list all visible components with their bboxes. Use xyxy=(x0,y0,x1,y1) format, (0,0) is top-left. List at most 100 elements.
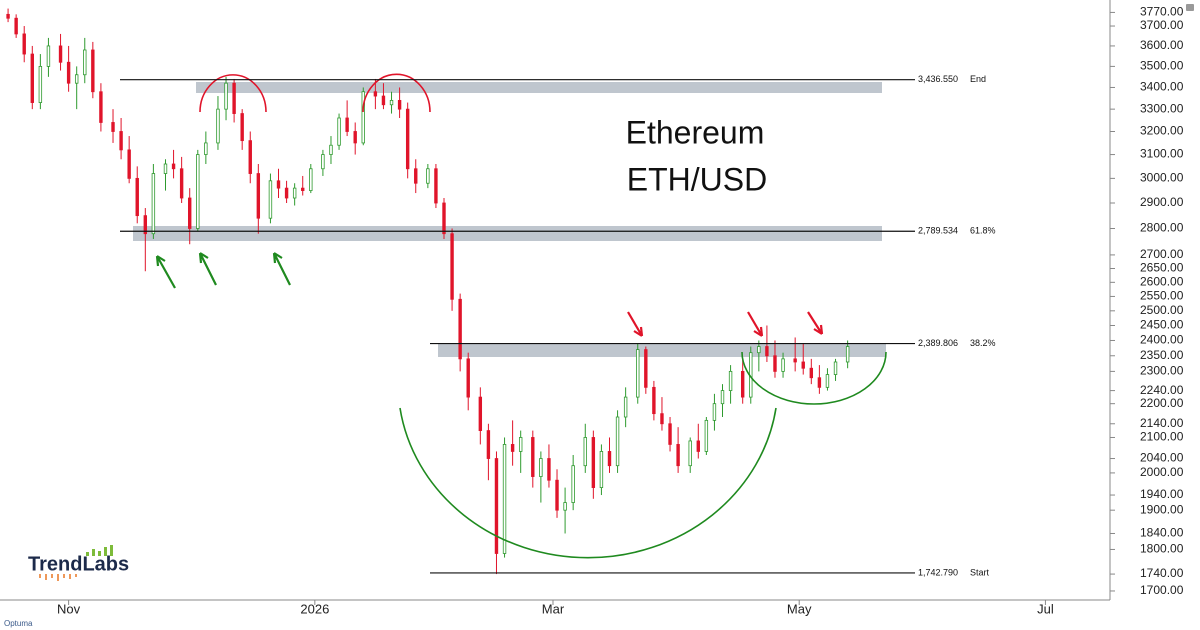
resistance-zone xyxy=(196,82,882,93)
lock-icon xyxy=(1186,4,1194,11)
y-tick-label: 3000.00 xyxy=(1140,171,1184,185)
candle-body xyxy=(373,91,378,97)
y-tick-label: 1700.00 xyxy=(1140,583,1184,597)
candle-body xyxy=(216,108,220,144)
x-tick-label: 2026 xyxy=(300,601,329,616)
candle-body xyxy=(127,149,131,179)
candle-body xyxy=(171,163,176,170)
candle-body xyxy=(389,99,394,106)
candle-body xyxy=(276,180,281,189)
candle-body xyxy=(397,99,402,110)
y-tick-label: 3100.00 xyxy=(1140,147,1184,161)
candle-body xyxy=(809,367,814,379)
candle-body xyxy=(652,386,656,415)
candle-body xyxy=(644,349,648,388)
candle-body xyxy=(151,173,156,235)
candle-body xyxy=(720,390,725,405)
y-tick-label: 1900.00 xyxy=(1140,502,1184,516)
y-tick-label: 3770.00 xyxy=(1140,5,1184,19)
candle-body xyxy=(179,168,184,199)
candle-body xyxy=(329,144,333,155)
candle-body xyxy=(135,177,139,217)
y-tick-label: 2000.00 xyxy=(1140,465,1184,479)
candle-body xyxy=(781,358,785,372)
candle-body xyxy=(74,74,79,84)
candle-body xyxy=(14,17,18,35)
candle-body xyxy=(539,458,543,477)
logo-bar xyxy=(92,549,95,556)
candle-body xyxy=(740,370,745,398)
candle-body xyxy=(361,91,365,144)
candle-body xyxy=(292,187,297,199)
candle-body xyxy=(591,437,596,488)
chart-subtitle: ETH/USD xyxy=(627,161,767,197)
logo-bar xyxy=(110,545,113,556)
candle-body xyxy=(405,108,410,170)
y-tick-label: 2700.00 xyxy=(1140,247,1184,261)
arrow xyxy=(155,255,176,289)
y-tick-label: 3500.00 xyxy=(1140,59,1184,73)
candle-body xyxy=(765,346,769,357)
annotations xyxy=(155,73,887,559)
y-tick-label: 2800.00 xyxy=(1140,221,1184,235)
candle-body xyxy=(510,444,515,452)
candle-body xyxy=(547,458,551,481)
logo-bar xyxy=(86,552,89,556)
candle-body xyxy=(163,163,168,174)
candle-body xyxy=(224,82,228,110)
candle-body xyxy=(204,142,208,155)
candle-body xyxy=(337,117,341,146)
candle-body xyxy=(143,215,148,235)
candle-body xyxy=(426,168,430,184)
candle-body xyxy=(571,465,575,503)
candle-body xyxy=(676,444,680,467)
chart-title: Ethereum xyxy=(626,114,765,150)
candle-body xyxy=(531,437,535,477)
candle-body xyxy=(773,355,777,372)
arrow xyxy=(198,252,217,286)
candle-body xyxy=(494,458,499,554)
x-tick-label: Nov xyxy=(57,601,81,616)
candle-body xyxy=(704,419,709,452)
y-tick-label: 1840.00 xyxy=(1140,526,1184,540)
candle-body xyxy=(583,437,587,467)
candle-body xyxy=(240,113,244,142)
double-top-arc xyxy=(362,73,431,113)
candle-body xyxy=(636,349,640,398)
level-price: 2,389.806 xyxy=(918,338,958,348)
candle-body xyxy=(458,298,462,360)
candle-body xyxy=(563,502,567,511)
brand-name: TrendLabs xyxy=(28,553,129,575)
y-tick-label: 2040.00 xyxy=(1140,451,1184,465)
candle-body xyxy=(817,377,822,388)
arrow xyxy=(747,311,764,337)
candle-body xyxy=(91,49,95,93)
arrow xyxy=(807,311,824,335)
candle-body xyxy=(414,168,418,184)
candle-body xyxy=(256,173,261,219)
x-tick-label: Jul xyxy=(1037,601,1054,616)
resistance-zone xyxy=(438,343,886,357)
candle-body xyxy=(599,451,604,488)
level-label: 38.2% xyxy=(970,338,996,348)
y-tick-label: 2550.00 xyxy=(1140,289,1184,303)
y-tick-label: 3400.00 xyxy=(1140,80,1184,94)
level-price: 2,789.534 xyxy=(918,226,958,236)
candle-body xyxy=(712,403,717,421)
candle-body xyxy=(83,49,87,76)
green-arrows xyxy=(155,252,291,289)
candle-body xyxy=(623,396,628,418)
level-label: 61.8% xyxy=(970,226,996,236)
candle-body xyxy=(442,202,446,235)
candle-body xyxy=(801,361,805,369)
logo-bar xyxy=(98,551,101,556)
candle-body xyxy=(466,358,470,398)
level-price: 1,742.790 xyxy=(918,567,958,577)
level-label: End xyxy=(970,74,986,84)
candle-body xyxy=(555,479,559,511)
arrow xyxy=(627,311,644,337)
candle-body xyxy=(502,444,507,554)
red-arrows xyxy=(627,311,824,337)
candle-body xyxy=(793,358,797,363)
